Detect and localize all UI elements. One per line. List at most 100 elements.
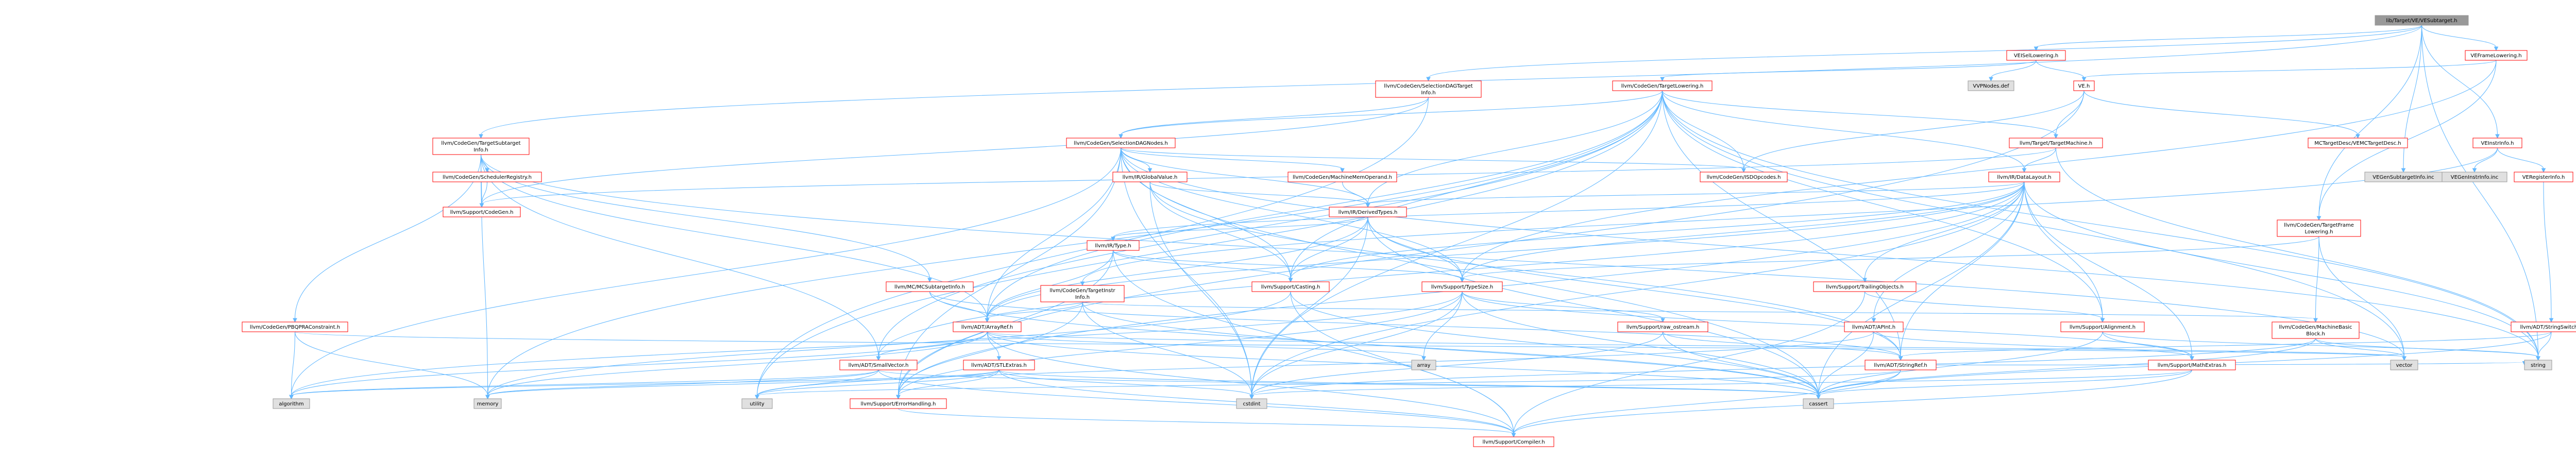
header-node-box <box>2272 321 2360 339</box>
node-veinstrinfoinc[interactable]: VEGenInstrInfo.inc <box>2442 172 2507 182</box>
node-stringswitch[interactable]: llvm/ADT/StringSwitch.h <box>2511 321 2576 332</box>
edge-line <box>756 369 999 396</box>
node-casting[interactable]: llvm/Support/Casting.h <box>1251 281 1330 292</box>
edge-line <box>2024 181 2539 358</box>
node-smallvector[interactable]: llvm/ADT/SmallVector.h <box>839 360 918 370</box>
node-machinememoperand[interactable]: llvm/CodeGen/MachineMemOperand.h <box>1287 172 1397 182</box>
node-alignment[interactable]: llvm/Support/Alignment.h <box>2060 321 2145 332</box>
node-veframelowering[interactable]: VEFrameLowering.h <box>2465 50 2528 61</box>
node-memory[interactable]: memory <box>473 398 502 409</box>
system-header-box <box>2442 172 2507 182</box>
node-label: llvm/IR/Type.h <box>1095 243 1131 249</box>
node-selectiondagnodes[interactable]: llvm/CodeGen/SelectionDAGNodes.h <box>1066 138 1176 148</box>
node-rawostream[interactable]: llvm/Support/raw_ostream.h <box>1617 321 1708 332</box>
node-arrayref[interactable]: llvm/ADT/ArrayRef.h <box>953 321 1022 332</box>
edge-arrowhead <box>985 318 990 323</box>
edge-line <box>1251 331 1664 396</box>
node-stlextras[interactable]: llvm/ADT/STLExtras.h <box>963 360 1035 370</box>
edge-mathextras-to-cassert <box>1816 369 2193 400</box>
edge-line <box>1662 60 2037 78</box>
edge-arrowhead <box>876 356 881 361</box>
node-vpnodes[interactable]: VVPNodes.def <box>1968 80 2014 91</box>
node-codegen[interactable]: llvm/Support/CodeGen.h <box>443 207 521 217</box>
node-mcsubtargetinfo[interactable]: llvm/MC/MCSubtargetInfo.h <box>886 281 974 292</box>
edge-arrowhead <box>2472 168 2477 173</box>
node-label: llvm/Support/ErrorHandling.h <box>861 401 936 407</box>
node-typesize[interactable]: llvm/Support/TypeSize.h <box>1421 281 1503 292</box>
edge-targetinstrinfo-to-arrayref <box>985 301 1083 323</box>
node-label: llvm/CodeGen/MachineMemOperand.h <box>1293 175 1392 180</box>
node-root[interactable]: lib/Target/VE/VESubtarget.h <box>2375 15 2469 26</box>
node-string[interactable]: string <box>2524 360 2552 370</box>
node-algorithm[interactable]: algorithm <box>273 398 310 409</box>
edge-targetlowering-to-derivedtypes <box>1365 90 1663 208</box>
system-header-box <box>1968 80 2014 91</box>
node-derivedtypes[interactable]: llvm/IR/DerivedTypes.h <box>1329 207 1407 217</box>
edge-line <box>1428 25 2422 78</box>
edge-root-to-veinstrinfo <box>2421 25 2500 139</box>
node-veinstrinfo[interactable]: VEInstrInfo.h <box>2472 138 2522 148</box>
node-vector[interactable]: vector <box>2390 360 2418 370</box>
node-irtype[interactable]: llvm/IR/Type.h <box>1087 240 1140 251</box>
node-veregisterinfo[interactable]: VERegisterInfo.h <box>2514 172 2573 182</box>
node-veisellowering[interactable]: VEISelLowering.h <box>2006 50 2066 61</box>
node-errorhandling[interactable]: llvm/Support/ErrorHandling.h <box>850 398 947 409</box>
node-mathextras[interactable]: llvm/Support/MathExtras.h <box>2148 360 2236 370</box>
node-codegenpbqp[interactable]: llvm/CodeGen/PBQPRAConstraint.h <box>242 321 348 332</box>
node-mctargetdesc[interactable]: MCTargetDesc/VEMCTargetDesc.h <box>2308 138 2408 148</box>
node-schedregistry[interactable]: llvm/CodeGen/SchedulerRegistry.h <box>432 172 542 182</box>
header-node-box <box>1865 360 1937 370</box>
node-label: llvm/Support/CodeGen.h <box>450 210 514 215</box>
edge-arrowhead <box>2316 216 2321 221</box>
node-label: VERegisterInfo.h <box>2522 175 2565 180</box>
node-array[interactable]: array <box>1411 360 1436 370</box>
edge-arrowhead <box>485 168 489 173</box>
edge-line <box>1662 331 1819 396</box>
edge-selectiondagnodes-to-cstdint <box>1120 147 1254 400</box>
edge-line <box>480 25 2422 135</box>
edge-line <box>1900 331 2552 358</box>
node-cstdint[interactable]: cstdint <box>1236 398 1267 409</box>
node-isdopcodes[interactable]: llvm/CodeGen/ISDOpcodes.h <box>1700 172 1788 182</box>
node-cassert[interactable]: cassert <box>1803 398 1834 409</box>
node-label: llvm/Support/TypeSize.h <box>1431 284 1494 290</box>
node-globalvalue[interactable]: llvm/IR/GlobalValue.h <box>1112 172 1188 182</box>
edge-line <box>2036 60 2084 78</box>
edge-line <box>2083 90 2359 135</box>
edge-targetsubtargetinfo-to-smallvector <box>480 154 881 361</box>
edge-line <box>1149 181 1252 396</box>
node-vesubtargetinfoinc[interactable]: VEGenSubtargetInfo.inc <box>2364 172 2443 182</box>
edge-line <box>929 291 1901 358</box>
edge-datalayout-to-irtype <box>1111 181 2025 242</box>
edge-arrowhead <box>1511 433 1516 438</box>
header-node-box <box>2465 50 2528 61</box>
edge-line <box>1818 369 2193 396</box>
edge-line <box>480 154 879 358</box>
edge-line <box>480 154 930 279</box>
edge-arrowhead <box>1741 168 1746 173</box>
node-utility[interactable]: utility <box>741 398 773 409</box>
node-label: llvm/Support/Compiler.h <box>1482 439 1545 445</box>
node-trailingobjects[interactable]: llvm/Support/TrailingObjects.h <box>1813 281 1917 292</box>
node-targetlowering[interactable]: llvm/CodeGen/TargetLowering.h <box>1612 80 1713 91</box>
node-datalayout[interactable]: llvm/IR/DataLayout.h <box>1988 172 2060 182</box>
edge-line <box>1120 90 1663 135</box>
node-targetmachine[interactable]: llvm/Target/TargetMachine.h <box>2009 138 2103 148</box>
edge-arrayref-to-smallvector <box>876 331 988 361</box>
edge-line <box>987 90 1663 319</box>
node-ve[interactable]: VE.h <box>2073 80 2095 91</box>
edge-irtype-to-casting <box>1112 250 1293 283</box>
header-node-box <box>2511 321 2576 332</box>
node-apint[interactable]: llvm/ADT/APInt.h <box>1844 321 1904 332</box>
node-label: llvm/ADT/StringSwitch.h <box>2520 325 2576 330</box>
edge-line <box>1662 90 2057 135</box>
node-compiler[interactable]: llvm/Support/Compiler.h <box>1473 436 1554 447</box>
node-stringref[interactable]: llvm/ADT/StringRef.h <box>1865 360 1937 370</box>
edge-root-to-targetframelowering <box>2316 25 2422 221</box>
edge-targetinstrinfo-to-errorhandling <box>896 301 1083 400</box>
